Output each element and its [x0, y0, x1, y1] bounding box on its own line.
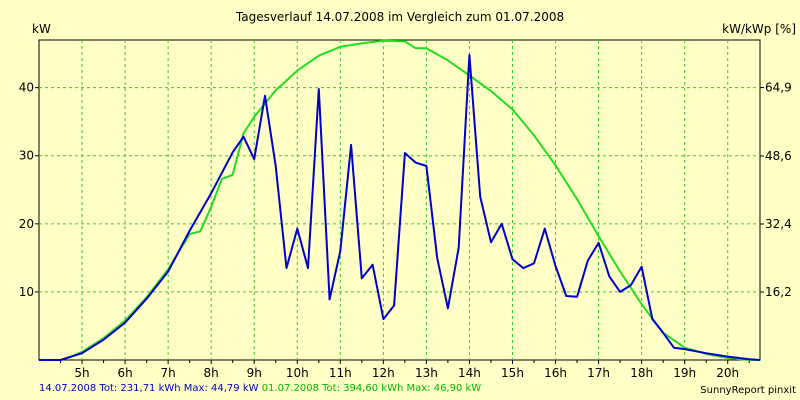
y2-tick-label: 64,9 [765, 81, 792, 95]
plot-area [38, 39, 761, 361]
series-line-1 [39, 54, 761, 361]
tick-marks [35, 87, 764, 364]
x-tick-label: 7h [161, 366, 176, 380]
watermark-credit: SunnyReport pinxit [700, 385, 796, 396]
x-tick-label: 19h [673, 366, 696, 380]
series-lines [39, 39, 761, 361]
y-tick-label: 20 [19, 217, 34, 231]
chart-title: Tagesverlauf 14.07.2008 im Vergleich zum… [235, 10, 565, 24]
x-tick-label: 15h [501, 366, 524, 380]
series-line-2 [39, 39, 760, 361]
x-tick-label: 18h [630, 366, 653, 380]
x-tick-label: 16h [544, 366, 567, 380]
x-tick-label: 9h [247, 366, 262, 380]
x-tick-label: 10h [286, 366, 309, 380]
x-tick-label: 8h [204, 366, 219, 380]
y2-tick-label: 48,6 [765, 149, 792, 163]
y-tick-label: 30 [19, 149, 34, 163]
y2-tick-label: 32,4 [765, 217, 792, 231]
x-tick-label: 13h [415, 366, 438, 380]
y2-tick-label: 16,2 [765, 285, 792, 299]
x-tick-label: 17h [587, 366, 610, 380]
x-tick-label: 14h [458, 366, 481, 380]
x-tick-label: 11h [329, 366, 352, 380]
legend-series-2: 01.07.2008 Tot: 394,60 kWh Max: 46,90 kW [258, 383, 482, 394]
left-axis-unit: kW [32, 22, 51, 36]
x-tick-label: 5h [74, 366, 89, 380]
legend-stats: 14.07.2008 Tot: 231,71 kWh Max: 44,79 kW… [39, 383, 481, 394]
legend-series-1: 14.07.2008 Tot: 231,71 kWh Max: 44,79 kW [39, 383, 259, 394]
right-axis-unit: kW/kWp [%] [722, 22, 796, 36]
tick-labels: 5h 6h 7h 8h 9h 10h 11h 12h 13h 14h 15h 16h 17h 18h 19h… [19, 81, 792, 380]
y-tick-label: 10 [19, 285, 34, 299]
x-tick-label: 20h [716, 366, 739, 380]
x-tick-label: 6h [117, 366, 132, 380]
y-tick-label: 40 [19, 81, 34, 95]
x-tick-label: 12h [372, 366, 395, 380]
